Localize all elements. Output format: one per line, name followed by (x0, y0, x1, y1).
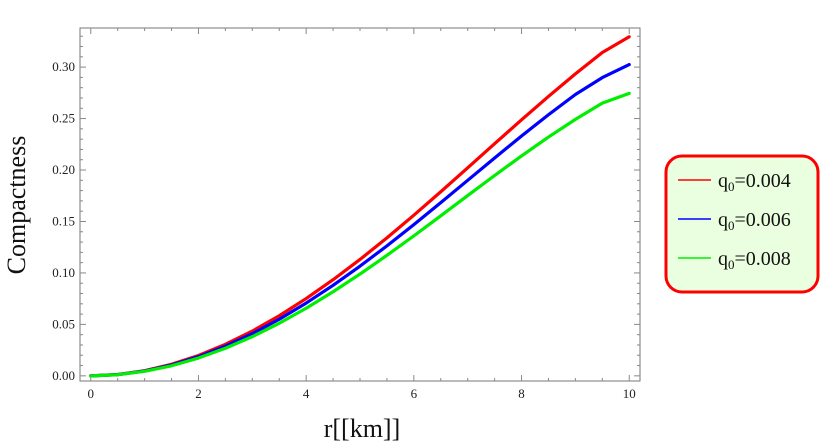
series-line-2 (89, 62, 631, 378)
y-tick-label: 0.25 (52, 111, 75, 126)
y-tick-label: 0.10 (52, 265, 75, 280)
y-axis-title: Compactness (2, 136, 31, 275)
y-tick-label: 0.30 (52, 59, 75, 74)
x-tick-label: 2 (195, 386, 202, 401)
y-tick-labels: 0.00 0.05 0.10 0.15 0.20 0.25 0.30 (52, 59, 75, 383)
x-tick-label: 0 (88, 386, 95, 401)
x-tick-label: 6 (411, 386, 418, 401)
x-tick-label: 10 (623, 386, 636, 401)
y-tick-label: 0.15 (52, 213, 75, 228)
legend-label-2: q0=0.006 (718, 209, 791, 233)
x-tick-label: 4 (303, 386, 310, 401)
legend-label-3: q0=0.008 (718, 248, 791, 272)
legend: q0=0.004 q0=0.006 q0=0.008 (664, 154, 820, 294)
series-layer (89, 35, 631, 378)
x-axis-title: r[[km]] (324, 414, 401, 443)
axis-ticks (80, 28, 640, 381)
series-line-3 (89, 91, 631, 378)
plot-frame (79, 27, 641, 382)
legend-label-1: q0=0.004 (718, 170, 791, 194)
series-line-1 (89, 35, 631, 378)
x-tick-labels: 0 2 4 6 8 10 (88, 386, 636, 401)
y-tick-label: 0.20 (52, 162, 75, 177)
y-tick-label: 0.05 (52, 316, 75, 331)
x-tick-label: 8 (518, 386, 525, 401)
y-tick-label: 0.00 (52, 368, 75, 383)
